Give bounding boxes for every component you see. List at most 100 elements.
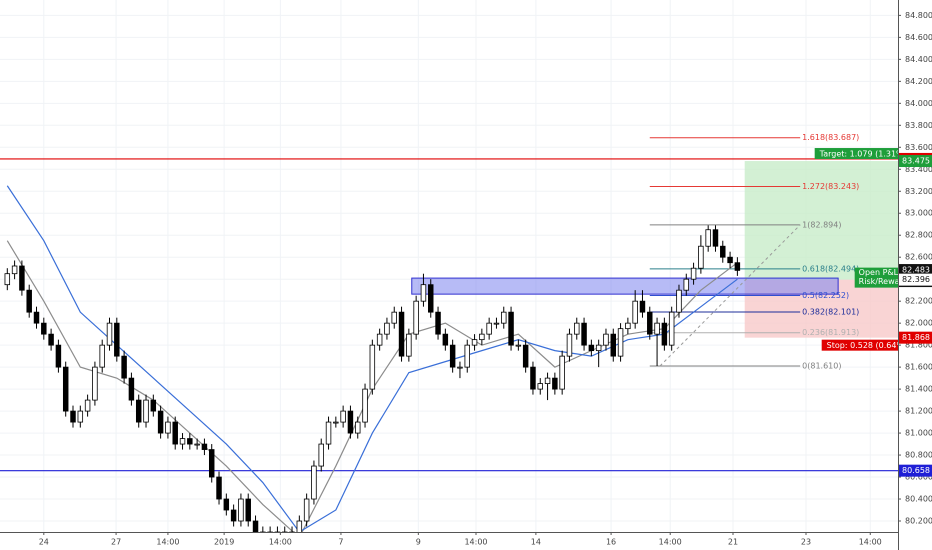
axes: 80.200 80.400 80.600 80.800 81.000 81.200 81.4… bbox=[39, 11, 932, 547]
candle-body bbox=[574, 322, 580, 335]
fib-label: 1.272(83.243) bbox=[802, 182, 859, 191]
x-tick-label: 14:00 bbox=[859, 538, 882, 547]
candle-body bbox=[376, 333, 383, 346]
x-tick-label: 14:00 bbox=[659, 538, 682, 547]
candle-body bbox=[530, 366, 536, 390]
candle-body bbox=[654, 322, 660, 335]
y-tick-label: 83.800 bbox=[905, 121, 932, 130]
y-tick-label: 80.400 bbox=[905, 495, 932, 504]
candle-body bbox=[595, 344, 602, 352]
candle-body bbox=[92, 366, 98, 401]
candle-body bbox=[566, 333, 573, 357]
x-tick-label: 23 bbox=[801, 538, 811, 547]
price-tag-label: 83.475 bbox=[902, 157, 930, 166]
candle-body bbox=[201, 443, 208, 450]
candle-body bbox=[223, 498, 230, 511]
candle-body bbox=[318, 443, 324, 467]
candle-body bbox=[19, 265, 25, 291]
candle-body bbox=[698, 245, 704, 269]
candle-body bbox=[435, 311, 441, 335]
range-box bbox=[411, 277, 839, 295]
target-zone bbox=[744, 161, 898, 280]
y-tick-label: 83.200 bbox=[905, 187, 932, 196]
fib-label: 0.382(82.101) bbox=[802, 308, 859, 317]
fib-label: 0.618(82.494) bbox=[802, 264, 859, 273]
candle-body bbox=[720, 245, 726, 258]
candle-body bbox=[625, 322, 631, 330]
y-tick-label: 82.800 bbox=[905, 231, 932, 240]
fib-label: 1.618(83.687) bbox=[802, 133, 859, 142]
candle-body bbox=[84, 399, 91, 412]
candle-body bbox=[486, 322, 492, 335]
price-tag bbox=[899, 273, 932, 286]
candle-body bbox=[712, 229, 719, 247]
candle-body bbox=[165, 421, 171, 434]
y-tick-label: 84.200 bbox=[905, 77, 932, 86]
candle-body bbox=[508, 311, 514, 346]
candle-body bbox=[260, 531, 266, 532]
stop-label: Stop: 0.528 (0.64%) bbox=[827, 341, 908, 350]
candle-body bbox=[11, 265, 18, 275]
candle-body bbox=[617, 328, 624, 357]
candle-body bbox=[734, 262, 741, 271]
x-tick-label: 14:00 bbox=[464, 538, 487, 547]
candle-body bbox=[603, 333, 609, 346]
y-tick-label: 81.200 bbox=[905, 407, 932, 416]
target-box bbox=[814, 148, 898, 160]
candle-body bbox=[340, 410, 346, 423]
fib-label: 0.236(81.913) bbox=[802, 328, 859, 337]
y-tick-label: 82.200 bbox=[905, 297, 932, 306]
candle-body bbox=[639, 300, 646, 313]
candle-body bbox=[479, 333, 485, 341]
price-tag bbox=[899, 331, 932, 344]
y-tick-label: 81.800 bbox=[905, 341, 932, 350]
candle-body bbox=[48, 333, 54, 346]
target-label: Target: 1.079 (1.31%) bbox=[819, 150, 907, 159]
x-tick-label: 16 bbox=[606, 538, 616, 547]
candle-body bbox=[683, 278, 690, 291]
y-tick-label: 81.600 bbox=[905, 363, 932, 372]
x-tick-label: 24 bbox=[39, 538, 49, 547]
y-tick-label: 80.600 bbox=[905, 473, 932, 482]
candle-body bbox=[727, 256, 733, 264]
y-tick-label: 83.400 bbox=[905, 165, 932, 174]
candle-body bbox=[457, 366, 463, 369]
pnl-label: Open P&L: 0 bbox=[859, 268, 909, 277]
y-tick-label: 83.000 bbox=[905, 209, 932, 218]
y-tick-label: 82.000 bbox=[905, 319, 932, 328]
y-tick-label: 80.800 bbox=[905, 451, 932, 460]
candle-body bbox=[33, 311, 40, 324]
candle-body bbox=[77, 410, 84, 423]
y-tick-label: 84.800 bbox=[905, 11, 932, 20]
candle-body bbox=[135, 399, 142, 423]
candle-body bbox=[325, 421, 332, 445]
candle-body bbox=[26, 289, 32, 313]
candle-body bbox=[362, 388, 368, 423]
x-tick-label: 2019 bbox=[214, 538, 234, 547]
candle-body bbox=[515, 344, 522, 347]
candle-body bbox=[398, 311, 405, 357]
y-tick-label: 81.000 bbox=[905, 429, 932, 438]
candle-body bbox=[245, 498, 251, 522]
candle-body bbox=[106, 322, 113, 346]
candle-body bbox=[143, 399, 149, 423]
candle-body bbox=[493, 322, 500, 325]
candle-body bbox=[150, 399, 157, 412]
price-tag-label: 80.658 bbox=[902, 466, 930, 475]
candle-body bbox=[391, 311, 397, 324]
candle-body bbox=[420, 284, 427, 302]
candle-body bbox=[114, 322, 120, 357]
candle-body bbox=[632, 300, 638, 324]
y-tick-label: 82.600 bbox=[905, 253, 932, 262]
candle-body bbox=[449, 344, 456, 368]
pnl-box bbox=[854, 267, 898, 288]
candle-body bbox=[537, 383, 543, 390]
candle-body bbox=[333, 421, 339, 424]
candle-body bbox=[62, 366, 69, 412]
plot-area: 1.618(83.687) 1.272(83.243) 1(82.894) 0.618… bbox=[0, 133, 909, 532]
x-tick-label: 14 bbox=[531, 538, 541, 547]
candle-body bbox=[428, 284, 434, 313]
candle-body bbox=[668, 311, 675, 346]
candle-body bbox=[406, 333, 412, 357]
candle-body bbox=[581, 322, 587, 346]
